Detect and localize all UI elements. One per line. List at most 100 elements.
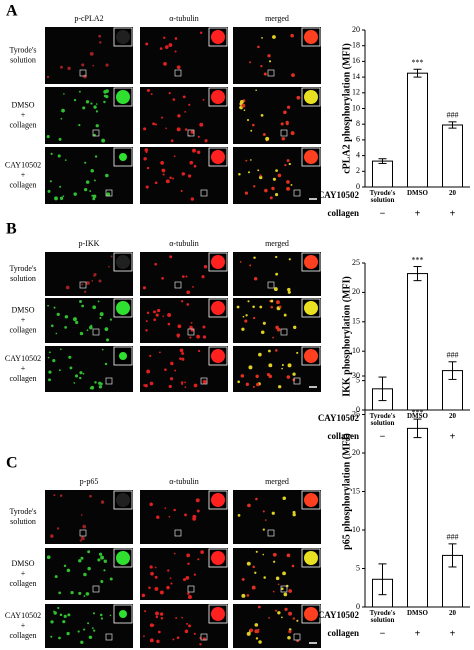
cell-dot <box>149 381 154 386</box>
collagen-sign: + <box>450 628 456 639</box>
cell-dot <box>248 365 253 370</box>
cell-dot <box>173 155 176 158</box>
cell-dot <box>176 127 181 132</box>
row-label: + <box>21 110 26 119</box>
cell-dot <box>272 590 275 593</box>
cell-dot <box>79 376 82 380</box>
cell-dot <box>54 575 58 579</box>
cell-dot <box>77 630 80 633</box>
cell-dot <box>254 571 257 574</box>
cell-dot <box>80 640 84 644</box>
cell-dot <box>187 592 190 595</box>
inset-cell <box>211 493 225 507</box>
cell-dot <box>146 166 150 170</box>
cell-dot <box>273 287 278 292</box>
cell-dot <box>164 368 167 371</box>
row-label: collagen <box>9 631 36 640</box>
cell-dot <box>260 113 264 117</box>
cell-dot <box>87 622 90 625</box>
cell-dot <box>100 580 103 583</box>
cell-dot <box>168 43 173 47</box>
inset-cell <box>116 30 130 44</box>
roi-box <box>187 129 195 137</box>
significance: *** <box>412 58 424 67</box>
category-slot: 20 <box>449 610 456 617</box>
y-tick-label: 10 <box>352 346 360 355</box>
cell-dot <box>55 332 58 335</box>
cell-dot <box>262 132 266 136</box>
cell-dot <box>50 620 54 624</box>
collagen-sign: − <box>380 628 386 639</box>
inset-cell <box>304 301 318 315</box>
cell-dot <box>149 623 154 628</box>
roi-box <box>280 328 288 336</box>
row-label: collagen <box>9 180 36 189</box>
cell-dot <box>184 629 189 634</box>
cell-dot <box>192 516 196 521</box>
cell-dot <box>296 95 301 100</box>
cell-dot <box>237 380 240 384</box>
collagen-sign: + <box>415 628 421 639</box>
cell-dot <box>50 635 53 638</box>
cell-dot <box>269 196 273 200</box>
row-label: collagen <box>9 374 36 383</box>
cell-dot <box>278 305 282 309</box>
cell-dot <box>288 630 292 634</box>
cell-dot <box>81 304 85 308</box>
cell-dot <box>79 539 82 542</box>
collagen-sign: − <box>380 208 386 219</box>
cell-dot <box>276 327 281 332</box>
cell-dot <box>202 98 205 101</box>
cell-dot <box>97 558 101 562</box>
cell-dot <box>101 138 106 143</box>
collagen-label: collagen <box>328 431 360 441</box>
cell-dot <box>287 635 291 640</box>
cell-dot <box>153 318 156 322</box>
cell-dot <box>255 374 259 379</box>
cell-dot <box>60 117 63 120</box>
cell-dot <box>162 173 165 176</box>
cell-dot <box>75 320 79 325</box>
cell-dot <box>101 348 104 351</box>
cell-dot <box>286 375 291 379</box>
x-tick-label: Tyrode's solution <box>369 190 396 204</box>
cell-dot <box>99 312 104 317</box>
roi-box <box>92 129 100 137</box>
cell-dot <box>85 180 90 184</box>
cell-dot <box>98 34 102 38</box>
cell-dot <box>159 590 164 595</box>
cell-dot <box>141 593 146 598</box>
cell-dot <box>72 317 77 322</box>
cell-dot <box>280 587 284 591</box>
cell-dot <box>99 41 102 44</box>
cell-dot <box>255 382 260 387</box>
cell-dot <box>105 95 109 99</box>
cell-dot <box>190 328 194 332</box>
y-tick-label: 8 <box>356 119 360 128</box>
cell-dot <box>156 639 160 644</box>
cell-dot <box>56 312 60 317</box>
cell-dot <box>202 325 206 329</box>
cell-dot <box>259 175 263 180</box>
category-slot: Tyrode's solution <box>369 190 396 204</box>
cell-dot <box>66 568 71 573</box>
cell-dot <box>48 370 52 374</box>
inset-cell <box>304 90 318 104</box>
x-tick-label: 20 <box>449 610 456 617</box>
cell-dot <box>150 571 154 576</box>
cell-dot <box>199 643 202 646</box>
cell-dot <box>165 45 169 49</box>
row-label: solution <box>10 55 36 64</box>
y-tick-label: 0 <box>356 602 360 611</box>
cell-dot <box>275 169 278 172</box>
cell-dot <box>174 369 177 372</box>
roi-box <box>187 585 195 593</box>
treatment-label: CAY10502 <box>318 190 360 200</box>
cell-dot <box>275 255 278 259</box>
cell-dot <box>281 616 283 619</box>
cell-dot <box>181 383 184 385</box>
cell-dot <box>175 617 178 619</box>
cell-dot <box>185 275 188 278</box>
cell-dot <box>170 582 173 585</box>
cell-dot <box>275 349 278 352</box>
